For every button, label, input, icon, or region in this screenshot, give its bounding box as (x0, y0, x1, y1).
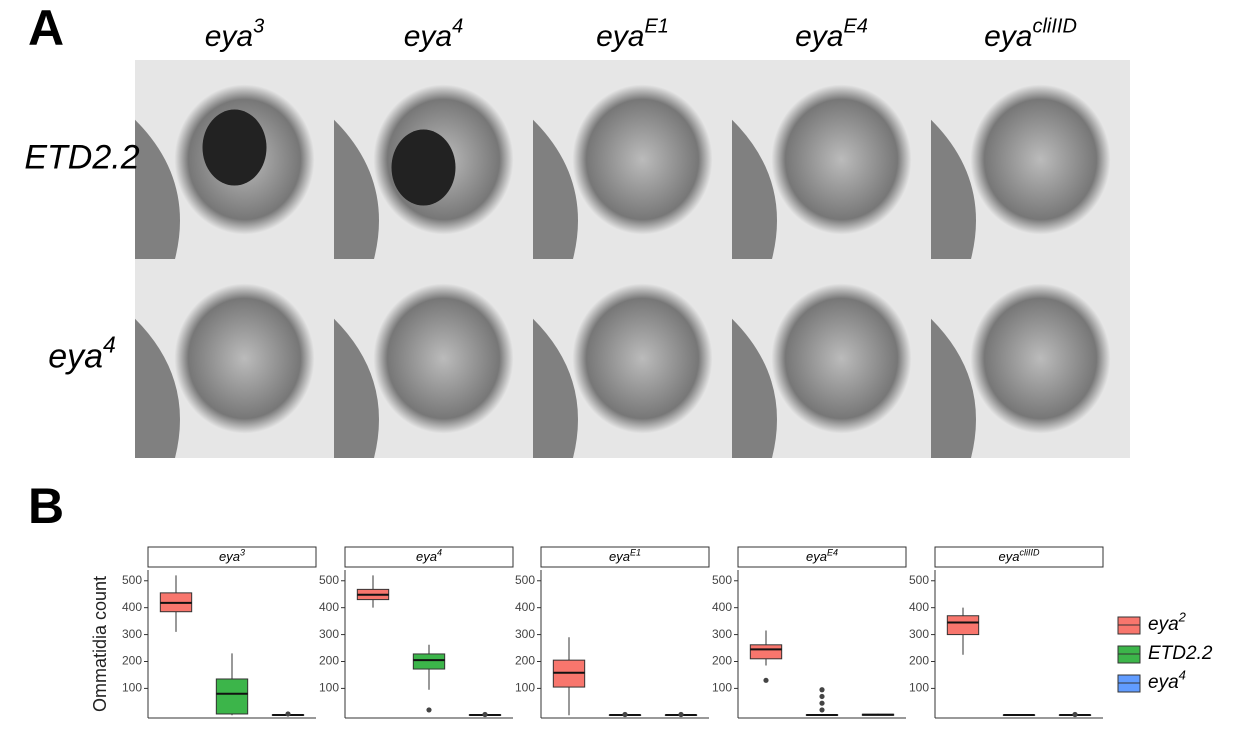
column-label-base: eya (404, 20, 452, 53)
y-tick-label: 300 (712, 627, 732, 641)
fly-head (771, 284, 911, 434)
y-tick-label: 200 (515, 654, 535, 668)
strip-label-base: eya (806, 549, 827, 564)
page: A B ETD2.2eya4eya3eya4eyaE1eyaE4eyacliII… (0, 0, 1241, 750)
outlier (622, 712, 627, 717)
row-label-base: eya (48, 337, 103, 375)
outlier (819, 694, 824, 699)
legend-label: eya4 (1148, 668, 1186, 693)
y-tick-label: 300 (909, 627, 929, 641)
figure: A B ETD2.2eya4eya3eya4eyaE1eyaE4eyacliII… (0, 0, 1241, 750)
outlier (482, 712, 487, 717)
box (750, 645, 781, 659)
y-tick-label: 500 (515, 573, 535, 587)
row-label: ETD2.2 (24, 138, 139, 176)
strip-label-sup: cliIID (1019, 548, 1040, 558)
column-label: eyaE4 (795, 16, 868, 53)
y-tick-label: 500 (319, 573, 339, 587)
box (947, 616, 978, 635)
legend-label-base: ETD2.2 (1148, 643, 1213, 664)
fly-head (970, 284, 1110, 434)
column-label-sup: cliIID (1032, 16, 1076, 38)
legend-label-base: eya (1148, 672, 1179, 693)
legend-label: eya2 (1148, 610, 1187, 635)
strip-label-base: eya (999, 549, 1020, 564)
outlier (285, 711, 290, 716)
column-label: eyaE1 (596, 16, 669, 53)
y-tick-label: 200 (712, 654, 732, 668)
box (216, 679, 247, 714)
y-tick-label: 200 (319, 654, 339, 668)
strip-label-base: eya (416, 549, 437, 564)
y-tick-label: 300 (319, 627, 339, 641)
outlier (678, 712, 683, 717)
y-tick-label: 400 (712, 600, 732, 614)
y-tick-label: 100 (515, 681, 535, 695)
strip-label-sup: E1 (630, 548, 641, 558)
legend-label-sup: 4 (1179, 668, 1186, 683)
y-tick-label: 100 (909, 681, 929, 695)
fly-head (174, 284, 314, 434)
column-label-sup: E4 (843, 16, 867, 38)
strip-label-base: eya (609, 549, 630, 564)
box (413, 654, 444, 669)
column-label-sup: 4 (452, 16, 463, 38)
y-tick-label: 400 (515, 600, 535, 614)
row-label-sup: 4 (103, 332, 116, 358)
row-label: eya4 (48, 332, 116, 376)
column-label: eya4 (404, 16, 464, 53)
fly-head (373, 284, 513, 434)
strip-label-sup: E4 (827, 548, 838, 558)
y-tick-label: 100 (319, 681, 339, 695)
y-tick-label: 200 (122, 654, 142, 668)
outlier (426, 707, 431, 712)
fly-head (771, 85, 911, 235)
column-label-sup: E1 (644, 16, 668, 38)
y-tick-label: 100 (122, 681, 142, 695)
outlier (1072, 712, 1077, 717)
legend-label-sup: 2 (1178, 610, 1187, 625)
legend-label-base: eya (1148, 614, 1179, 635)
fly-head (572, 85, 712, 235)
panel-label: B (28, 478, 64, 534)
y-tick-label: 100 (712, 681, 732, 695)
y-tick-label: 400 (319, 600, 339, 614)
column-label: eyacliIID (984, 16, 1077, 53)
column-label-base: eya (205, 20, 253, 53)
photo-grid (135, 60, 1130, 458)
fly-head (572, 284, 712, 434)
strip-label-sup: 3 (240, 548, 245, 558)
fly-eye (392, 130, 456, 206)
strip-label-sup: 4 (437, 548, 442, 558)
y-tick-label: 300 (122, 627, 142, 641)
y-tick-label: 400 (909, 600, 929, 614)
outlier (819, 707, 824, 712)
column-label: eya3 (205, 16, 265, 53)
y-axis-label: Ommatidia count (90, 576, 110, 712)
row-label-base: ETD2.2 (24, 138, 139, 176)
panel-label: A (28, 0, 64, 56)
outlier (819, 687, 824, 692)
column-label-base: eya (795, 20, 843, 53)
legend-label: ETD2.2 (1148, 643, 1213, 664)
column-label-base: eya (984, 20, 1032, 53)
y-tick-label: 500 (909, 573, 929, 587)
y-tick-label: 500 (712, 573, 732, 587)
outlier (819, 701, 824, 706)
outlier (763, 678, 768, 683)
fly-eye (203, 110, 267, 186)
y-tick-label: 300 (515, 627, 535, 641)
column-label-sup: 3 (253, 16, 264, 38)
y-tick-label: 200 (909, 654, 929, 668)
column-label-base: eya (596, 20, 644, 53)
fly-head (970, 85, 1110, 235)
y-tick-label: 400 (122, 600, 142, 614)
strip-label-base: eya (219, 549, 240, 564)
y-tick-label: 500 (122, 573, 142, 587)
